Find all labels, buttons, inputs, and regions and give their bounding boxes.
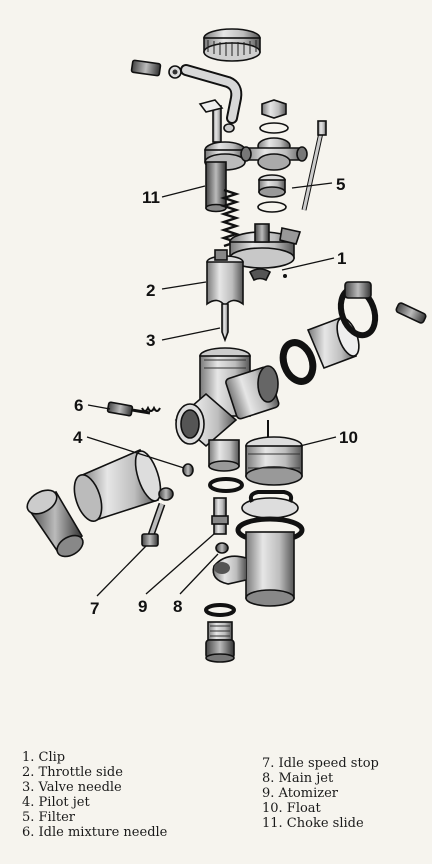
leader-3 bbox=[161, 327, 221, 341]
idle-speed-stop bbox=[141, 487, 174, 547]
carburetor-body bbox=[174, 347, 280, 472]
leader-4 bbox=[86, 436, 185, 469]
float bbox=[245, 420, 303, 486]
cable-adjuster bbox=[130, 59, 182, 79]
callout-1: 1 bbox=[337, 249, 346, 268]
float-bowl bbox=[212, 490, 305, 607]
leader-2 bbox=[161, 281, 207, 290]
leader-10 bbox=[299, 436, 337, 447]
hose-clamp bbox=[337, 281, 379, 339]
legend-column-left: 1. Clip 2. Throttle side 3. Valve needle… bbox=[22, 750, 167, 840]
callouts: 11 5 1 2 3 6 4 10 7 9 8 bbox=[73, 175, 358, 618]
callout-6: 6 bbox=[74, 396, 83, 415]
leader-7 bbox=[96, 545, 147, 597]
legend-item-clip: 1. Clip bbox=[22, 750, 66, 765]
body-gasket bbox=[208, 477, 244, 493]
callout-10: 10 bbox=[339, 428, 358, 447]
legend-item-idle-speed-stop: 7. Idle speed stop bbox=[262, 756, 379, 771]
callout-8: 8 bbox=[173, 597, 182, 616]
legend-item-pilot-jet: 4. Pilot jet bbox=[22, 795, 90, 810]
legend-item-float: 10. Float bbox=[262, 801, 321, 816]
drain-plug bbox=[204, 603, 236, 663]
choke-slide bbox=[198, 99, 246, 213]
parts-legend: 1. Clip 2. Throttle side 3. Valve needle… bbox=[0, 750, 432, 850]
callout-11: 11 bbox=[142, 188, 160, 207]
callout-5: 5 bbox=[336, 175, 345, 194]
legend-column-right: 7. Idle speed stop 8. Main jet 9. Atomiz… bbox=[262, 756, 379, 831]
sleeve-ring bbox=[306, 316, 360, 370]
callout-7: 7 bbox=[90, 599, 99, 618]
leader-9 bbox=[145, 533, 215, 595]
slide-spring bbox=[220, 188, 240, 248]
filter bbox=[257, 174, 287, 213]
legend-item-valve-needle: 3. Valve needle bbox=[22, 780, 122, 795]
atomizer bbox=[211, 497, 229, 535]
leader-lines bbox=[86, 182, 337, 597]
leader-8 bbox=[179, 553, 219, 595]
elbow-tube bbox=[180, 64, 243, 124]
callout-9: 9 bbox=[138, 597, 147, 616]
top-cap bbox=[203, 28, 261, 62]
leader-1 bbox=[281, 257, 335, 271]
throttle-slide bbox=[206, 249, 244, 308]
pilot-jet bbox=[182, 463, 194, 477]
intake-bell bbox=[26, 489, 84, 558]
clamp-screw bbox=[395, 302, 427, 324]
valve-needle bbox=[221, 303, 229, 343]
leader-6 bbox=[87, 404, 111, 410]
legend-item-filter: 5. Filter bbox=[22, 810, 76, 825]
tickler-rod bbox=[301, 120, 327, 211]
legend-item-throttle-side: 2. Throttle side bbox=[22, 765, 123, 780]
callout-3: 3 bbox=[146, 331, 155, 350]
exploded-diagram: 11 5 1 2 3 6 4 10 7 9 8 bbox=[26, 28, 427, 663]
clip bbox=[248, 268, 287, 282]
fuel-inlet-banjo bbox=[240, 99, 308, 171]
callout-4: 4 bbox=[73, 428, 83, 447]
callout-2: 2 bbox=[146, 281, 155, 300]
intake-sleeve bbox=[73, 448, 162, 522]
leader-5 bbox=[291, 182, 333, 189]
main-jet bbox=[215, 542, 229, 554]
float-bowl-cover-top bbox=[229, 223, 302, 269]
legend-item-main-jet: 8. Main jet bbox=[262, 771, 334, 786]
legend-item-atomizer: 9. Atomizer bbox=[262, 786, 338, 801]
idle-mixture-needle bbox=[106, 401, 161, 417]
rubber-ring bbox=[279, 339, 317, 385]
legend-item-idle-mixture-needle: 6. Idle mixture needle bbox=[22, 825, 168, 840]
leader-11 bbox=[161, 185, 206, 198]
legend-item-choke-slide: 11. Choke slide bbox=[262, 816, 364, 831]
